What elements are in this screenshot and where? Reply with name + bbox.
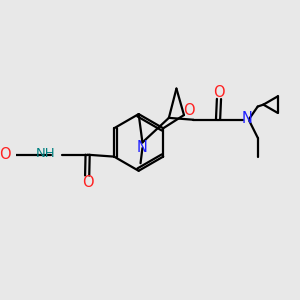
Text: N: N xyxy=(137,140,148,155)
Text: O: O xyxy=(0,147,10,162)
Text: O: O xyxy=(213,85,225,100)
Text: NH: NH xyxy=(36,147,56,160)
Text: N: N xyxy=(242,111,253,126)
Text: O: O xyxy=(82,175,93,190)
Text: O: O xyxy=(183,103,194,118)
